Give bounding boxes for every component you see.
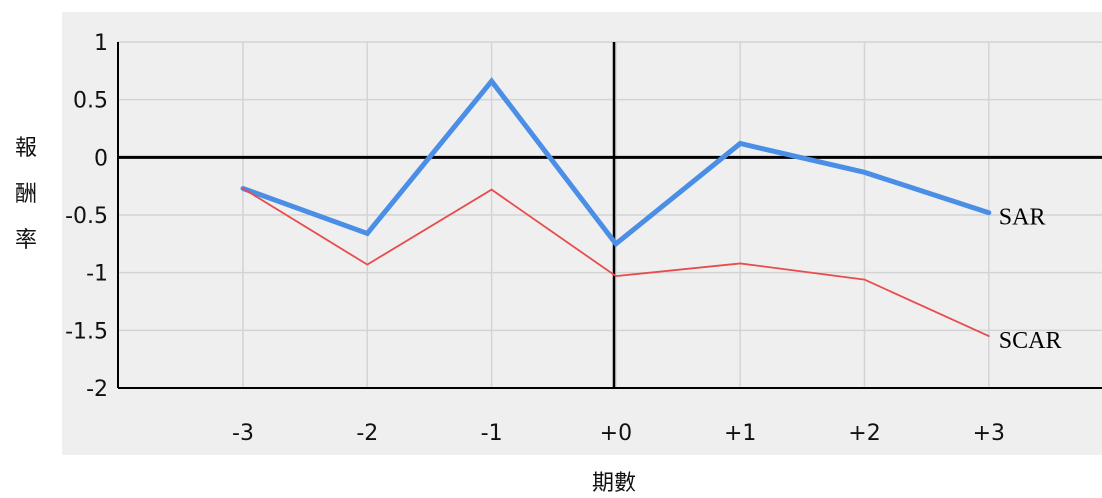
x-tick-labels: -3 -2 -1 +0 +1 +2 +3 [232, 421, 1005, 446]
x-tick-label: +3 [973, 421, 1005, 446]
y-tick-label: -2 [86, 377, 108, 402]
series-labels: SAR SCAR [999, 205, 1062, 354]
y-tick-label: -1 [86, 262, 108, 287]
x-tick-label: -2 [356, 421, 378, 446]
y-tick-label: 0.5 [73, 89, 108, 114]
x-tick-label: -3 [232, 421, 254, 446]
y-axis-title: 報酬率 [15, 136, 37, 253]
series-line-sar [240, 77, 992, 248]
y-tick-label: -0.5 [65, 204, 108, 229]
y-axis-title-char: 酬 [15, 182, 37, 207]
series-label-scar: SCAR [999, 328, 1062, 354]
x-tick-label: +0 [600, 421, 632, 446]
y-tick-label: 1 [94, 31, 108, 56]
x-tick-label: -1 [481, 421, 503, 446]
y-axis-title-char: 率 [15, 228, 37, 253]
series-label-sar: SAR [999, 205, 1046, 231]
plot-background [62, 12, 1102, 455]
series-line-scar [242, 187, 990, 338]
axes [117, 42, 1102, 389]
y-tick-labels: 1 0.5 0 -0.5 -1 -1.5 -2 [65, 31, 108, 402]
x-tick-label: +2 [848, 421, 880, 446]
y-tick-label: -1.5 [65, 319, 108, 344]
series-lines [240, 77, 992, 338]
y-axis-title-char: 報 [15, 136, 37, 161]
y-tick-label: 0 [94, 146, 108, 171]
x-axis-title: 期數 [592, 471, 636, 496]
x-tick-label: +1 [724, 421, 756, 446]
